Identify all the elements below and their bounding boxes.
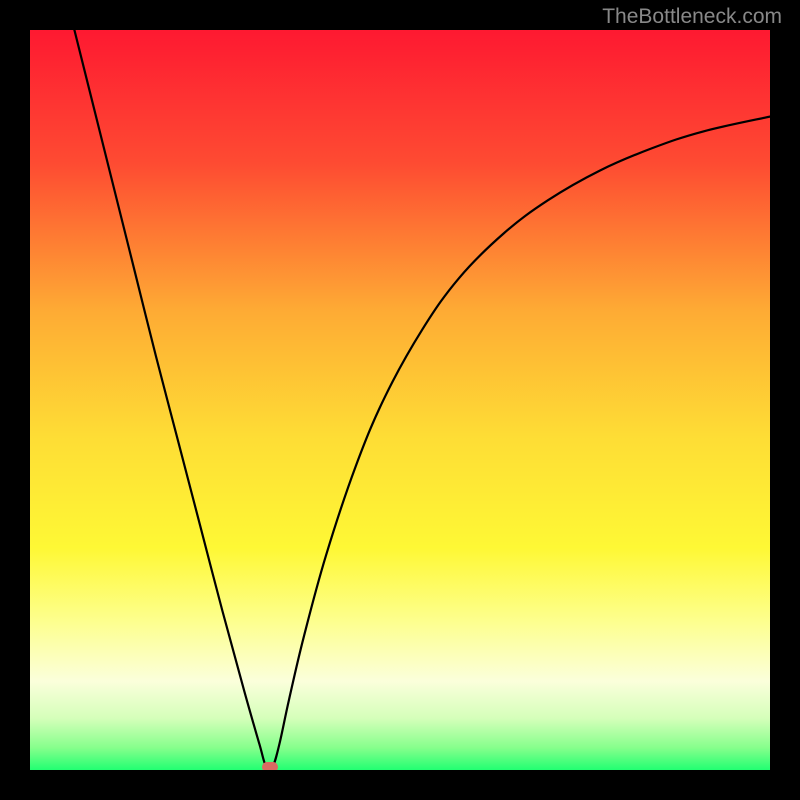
bottleneck-curve xyxy=(30,30,770,770)
chart-plot-area xyxy=(30,30,770,770)
optimal-point-marker xyxy=(262,762,278,770)
watermark-text: TheBottleneck.com xyxy=(602,5,782,29)
curve-path xyxy=(74,30,770,769)
